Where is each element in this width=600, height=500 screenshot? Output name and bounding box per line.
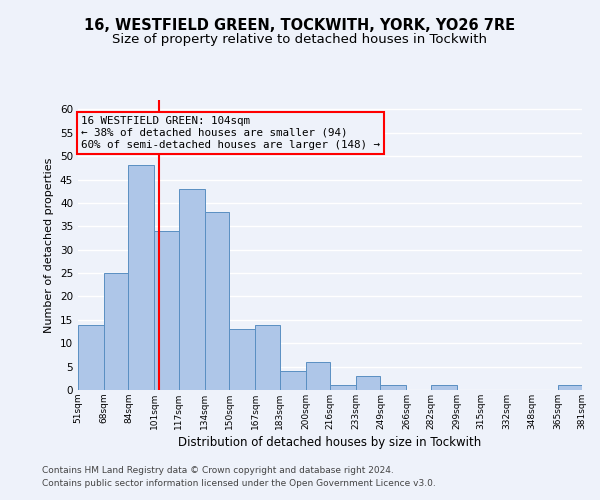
Bar <box>380 386 406 390</box>
Bar <box>255 324 280 390</box>
Y-axis label: Number of detached properties: Number of detached properties <box>44 158 55 332</box>
Bar <box>154 231 179 390</box>
Bar <box>356 376 380 390</box>
Bar <box>557 386 582 390</box>
Bar <box>179 189 205 390</box>
Bar <box>305 362 330 390</box>
Bar <box>431 386 457 390</box>
Bar <box>229 329 255 390</box>
Text: Contains HM Land Registry data © Crown copyright and database right 2024.
Contai: Contains HM Land Registry data © Crown c… <box>42 466 436 487</box>
Text: 16, WESTFIELD GREEN, TOCKWITH, YORK, YO26 7RE: 16, WESTFIELD GREEN, TOCKWITH, YORK, YO2… <box>85 18 515 32</box>
Bar <box>205 212 229 390</box>
Bar <box>280 372 305 390</box>
Text: Distribution of detached houses by size in Tockwith: Distribution of detached houses by size … <box>178 436 482 449</box>
Bar <box>78 324 104 390</box>
Bar <box>330 386 356 390</box>
Bar <box>104 273 128 390</box>
Bar <box>128 166 154 390</box>
Text: 16 WESTFIELD GREEN: 104sqm
← 38% of detached houses are smaller (94)
60% of semi: 16 WESTFIELD GREEN: 104sqm ← 38% of deta… <box>81 116 380 150</box>
Text: Size of property relative to detached houses in Tockwith: Size of property relative to detached ho… <box>113 32 487 46</box>
